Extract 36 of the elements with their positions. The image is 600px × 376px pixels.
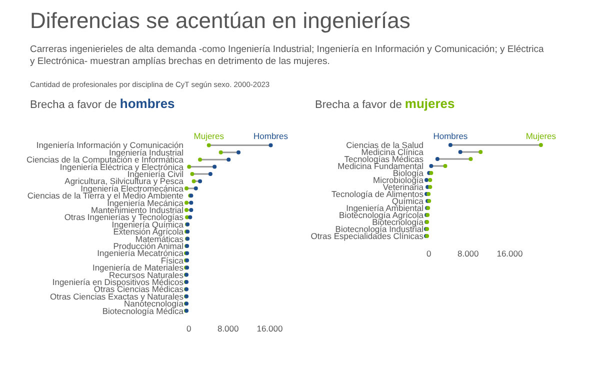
series-label: Mujeres — [526, 131, 556, 141]
y-tick-label: Extensión Agrícola — [113, 226, 184, 237]
y-tick-label: Ciencias de la Salud — [346, 140, 424, 150]
y-tick-label: Veterinaria — [382, 182, 424, 192]
series-label: Hombres — [254, 131, 288, 142]
y-tick-label: Biotecnología Agrícola — [339, 210, 424, 220]
y-tick-label: Ingeniería Civil — [127, 169, 184, 179]
y-tick-label: Otras Ingenierías y Tecnologías — [64, 212, 184, 222]
y-tick-label: Tecnologías Médicas — [344, 154, 424, 164]
x-tick-label: 0 — [426, 248, 432, 258]
series-label: Mujeres — [194, 131, 224, 142]
y-tick-label: Ciencias de la Computación e Informática — [26, 154, 184, 165]
y-tick-label: Otras Ciencias Exactas y Naturales — [50, 291, 184, 302]
x-tick-label: 8.000 — [457, 248, 479, 258]
y-tick-label: Biotecnología Industrial — [335, 224, 424, 234]
y-tick-label: Nanotecnología — [124, 298, 184, 309]
series-label: Hombres — [433, 131, 468, 141]
text: Carreras ingenierieles de alta demanda -como Ingeniería Industrial; Ingeniería en Información y Comunicación; y Eléctrica y Electrónica- muestran amplías brechas en detrimento de las mujeres. — [30, 44, 545, 68]
y-tick-label: Medicina Clínica — [361, 147, 424, 157]
chart-title: Brecha a favor de hombres — [30, 96, 175, 111]
x-tick-label: 16.000 — [496, 248, 523, 258]
chart-title: Brecha a favor de mujeres — [315, 96, 455, 111]
y-tick-label: Mantenimiento Industrial — [91, 205, 184, 215]
x-tick-label: 8.000 — [217, 323, 239, 334]
y-tick-label: Agricultura, Silvicultura y Pesca — [64, 176, 184, 186]
y-tick-label: Biotecnología — [372, 217, 424, 227]
y-tick-label: Otras Especialidades Clínicas — [310, 231, 424, 241]
y-tick-label: Biología — [392, 168, 424, 178]
text: Diferencias se acentúan en ingenierías — [30, 8, 410, 34]
y-tick-label: Química — [392, 196, 424, 206]
x-tick-label: 16.000 — [256, 323, 283, 334]
x-tick-label: 0 — [186, 323, 192, 334]
y-tick-label: Producción Animal — [113, 241, 184, 251]
y-tick-label: Microbiología — [373, 175, 424, 185]
y-tick-label: Ingeniería Ambiental — [346, 203, 424, 213]
y-tick-label: Tecnología de Alimentos — [332, 189, 424, 199]
